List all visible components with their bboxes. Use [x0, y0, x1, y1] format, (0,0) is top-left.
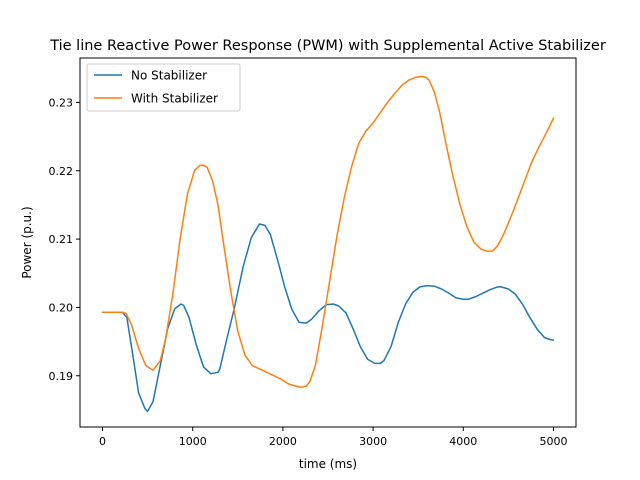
- legend: No Stabilizer With Stabilizer: [86, 63, 241, 112]
- plot-frame: [79, 57, 577, 428]
- series-layer: [101, 75, 555, 413]
- y-tick-label: 0.21: [49, 233, 74, 246]
- series-line-no-stabilizer: [101, 223, 555, 413]
- y-axis-ticks: 0.19 0.20 0.21 0.22 0.23: [49, 96, 80, 383]
- x-tick-label: 0: [99, 435, 106, 448]
- plot-area: [80, 58, 576, 427]
- x-tick-label: 5000: [539, 435, 567, 448]
- x-axis-label: time (ms): [299, 457, 357, 471]
- y-axis-label: Power (p.u.): [20, 206, 34, 278]
- chart-title: Tie line Reactive Power Response (PWM) w…: [49, 38, 606, 54]
- plot-background: [80, 58, 576, 427]
- legend-label-no-stabilizer: No Stabilizer: [131, 69, 207, 83]
- x-tick-label: 4000: [449, 435, 477, 448]
- legend-label-with-stabilizer: With Stabilizer: [131, 92, 218, 106]
- y-tick-label: 0.22: [49, 165, 74, 178]
- y-tick-label: 0.20: [49, 301, 74, 314]
- x-axis-ticks: 0 1000 2000 3000 4000 5000: [99, 427, 567, 448]
- y-tick-label: 0.23: [49, 96, 74, 109]
- legend-box: [86, 63, 241, 112]
- series-line-with-stabilizer: [101, 75, 555, 389]
- x-tick-label: 3000: [359, 435, 387, 448]
- y-tick-label: 0.19: [49, 370, 74, 383]
- axes-layer: [79, 57, 577, 428]
- x-tick-label: 1000: [179, 435, 207, 448]
- x-tick-label: 2000: [269, 435, 297, 448]
